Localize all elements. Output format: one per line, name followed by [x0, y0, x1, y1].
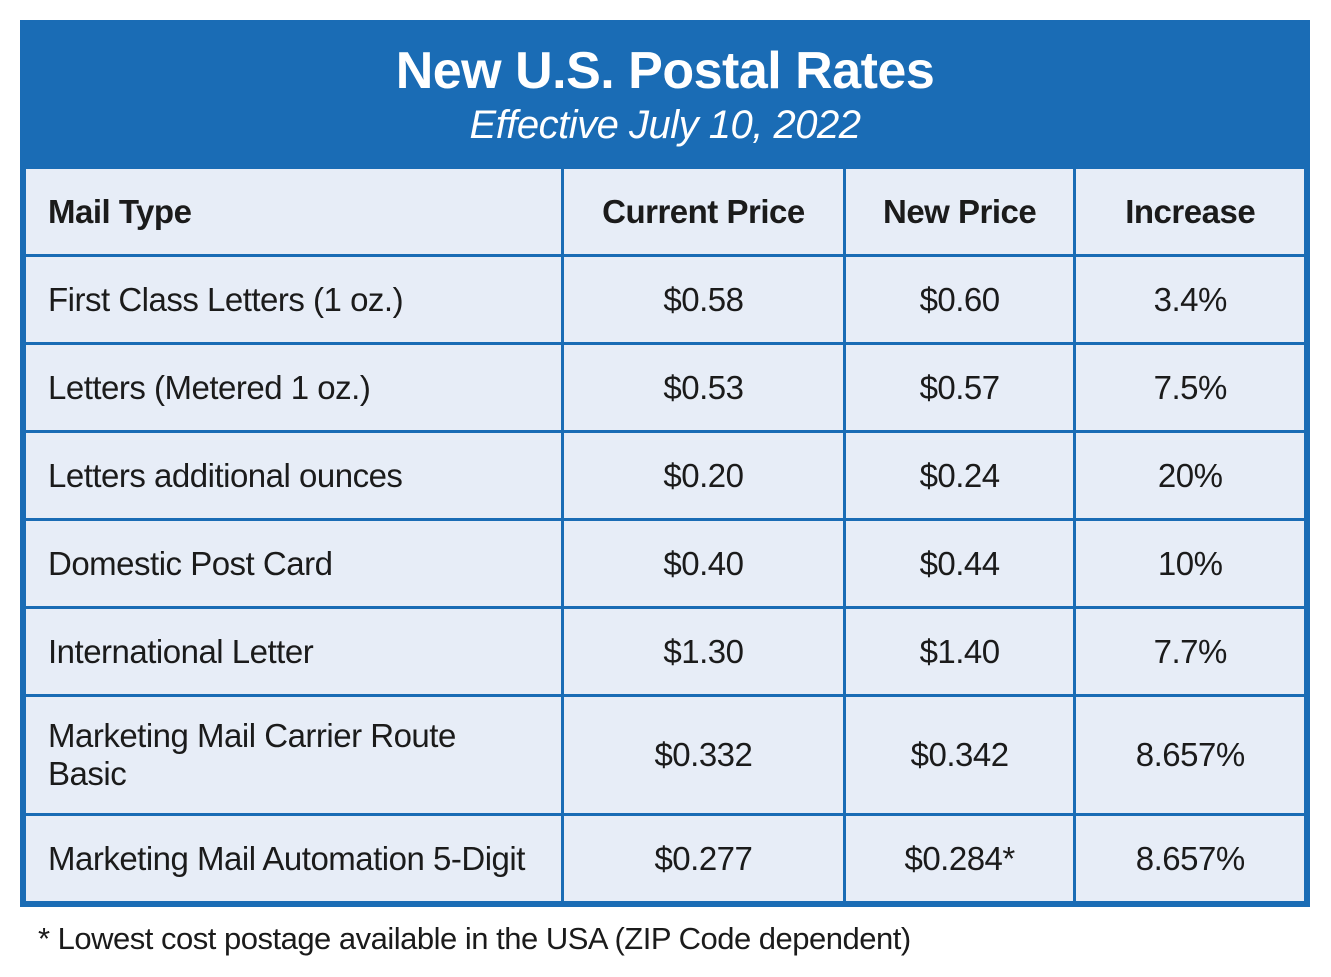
table-row: Marketing Mail Automation 5-Digit $0.277…: [25, 815, 1306, 903]
cell-current-price: $0.20: [563, 432, 845, 520]
cell-mail-type: Marketing Mail Carrier Route Basic: [25, 696, 563, 815]
table-subtitle: Effective July 10, 2022: [33, 103, 1297, 148]
rates-table-container: New U.S. Postal Rates Effective July 10,…: [20, 20, 1310, 907]
cell-mail-type: Letters (Metered 1 oz.): [25, 344, 563, 432]
table-header-banner: New U.S. Postal Rates Effective July 10,…: [23, 23, 1307, 166]
cell-current-price: $1.30: [563, 608, 845, 696]
cell-increase: 3.4%: [1075, 256, 1306, 344]
cell-mail-type: International Letter: [25, 608, 563, 696]
cell-current-price: $0.58: [563, 256, 845, 344]
table-title: New U.S. Postal Rates: [33, 41, 1297, 101]
table-row: International Letter $1.30 $1.40 7.7%: [25, 608, 1306, 696]
cell-mail-type: First Class Letters (1 oz.): [25, 256, 563, 344]
table-row: First Class Letters (1 oz.) $0.58 $0.60 …: [25, 256, 1306, 344]
col-header-new-price: New Price: [844, 168, 1075, 256]
cell-current-price: $0.277: [563, 815, 845, 903]
cell-increase: 8.657%: [1075, 815, 1306, 903]
cell-current-price: $0.53: [563, 344, 845, 432]
cell-new-price: $0.284*: [844, 815, 1075, 903]
col-header-current-price: Current Price: [563, 168, 845, 256]
rates-table: Mail Type Current Price New Price Increa…: [23, 166, 1307, 904]
table-footnote: * Lowest cost postage available in the U…: [20, 907, 1311, 957]
cell-mail-type: Domestic Post Card: [25, 520, 563, 608]
cell-increase: 20%: [1075, 432, 1306, 520]
cell-current-price: $0.332: [563, 696, 845, 815]
table-body: First Class Letters (1 oz.) $0.58 $0.60 …: [25, 256, 1306, 903]
table-row: Letters additional ounces $0.20 $0.24 20…: [25, 432, 1306, 520]
cell-increase: 7.7%: [1075, 608, 1306, 696]
table-header-row: Mail Type Current Price New Price Increa…: [25, 168, 1306, 256]
cell-mail-type: Letters additional ounces: [25, 432, 563, 520]
cell-new-price: $0.24: [844, 432, 1075, 520]
cell-new-price: $0.342: [844, 696, 1075, 815]
cell-new-price: $0.57: [844, 344, 1075, 432]
cell-current-price: $0.40: [563, 520, 845, 608]
table-row: Letters (Metered 1 oz.) $0.53 $0.57 7.5%: [25, 344, 1306, 432]
cell-increase: 8.657%: [1075, 696, 1306, 815]
table-row: Marketing Mail Carrier Route Basic $0.33…: [25, 696, 1306, 815]
cell-new-price: $0.60: [844, 256, 1075, 344]
table-row: Domestic Post Card $0.40 $0.44 10%: [25, 520, 1306, 608]
cell-new-price: $0.44: [844, 520, 1075, 608]
cell-increase: 7.5%: [1075, 344, 1306, 432]
cell-new-price: $1.40: [844, 608, 1075, 696]
cell-mail-type: Marketing Mail Automation 5-Digit: [25, 815, 563, 903]
col-header-increase: Increase: [1075, 168, 1306, 256]
cell-increase: 10%: [1075, 520, 1306, 608]
col-header-mail-type: Mail Type: [25, 168, 563, 256]
